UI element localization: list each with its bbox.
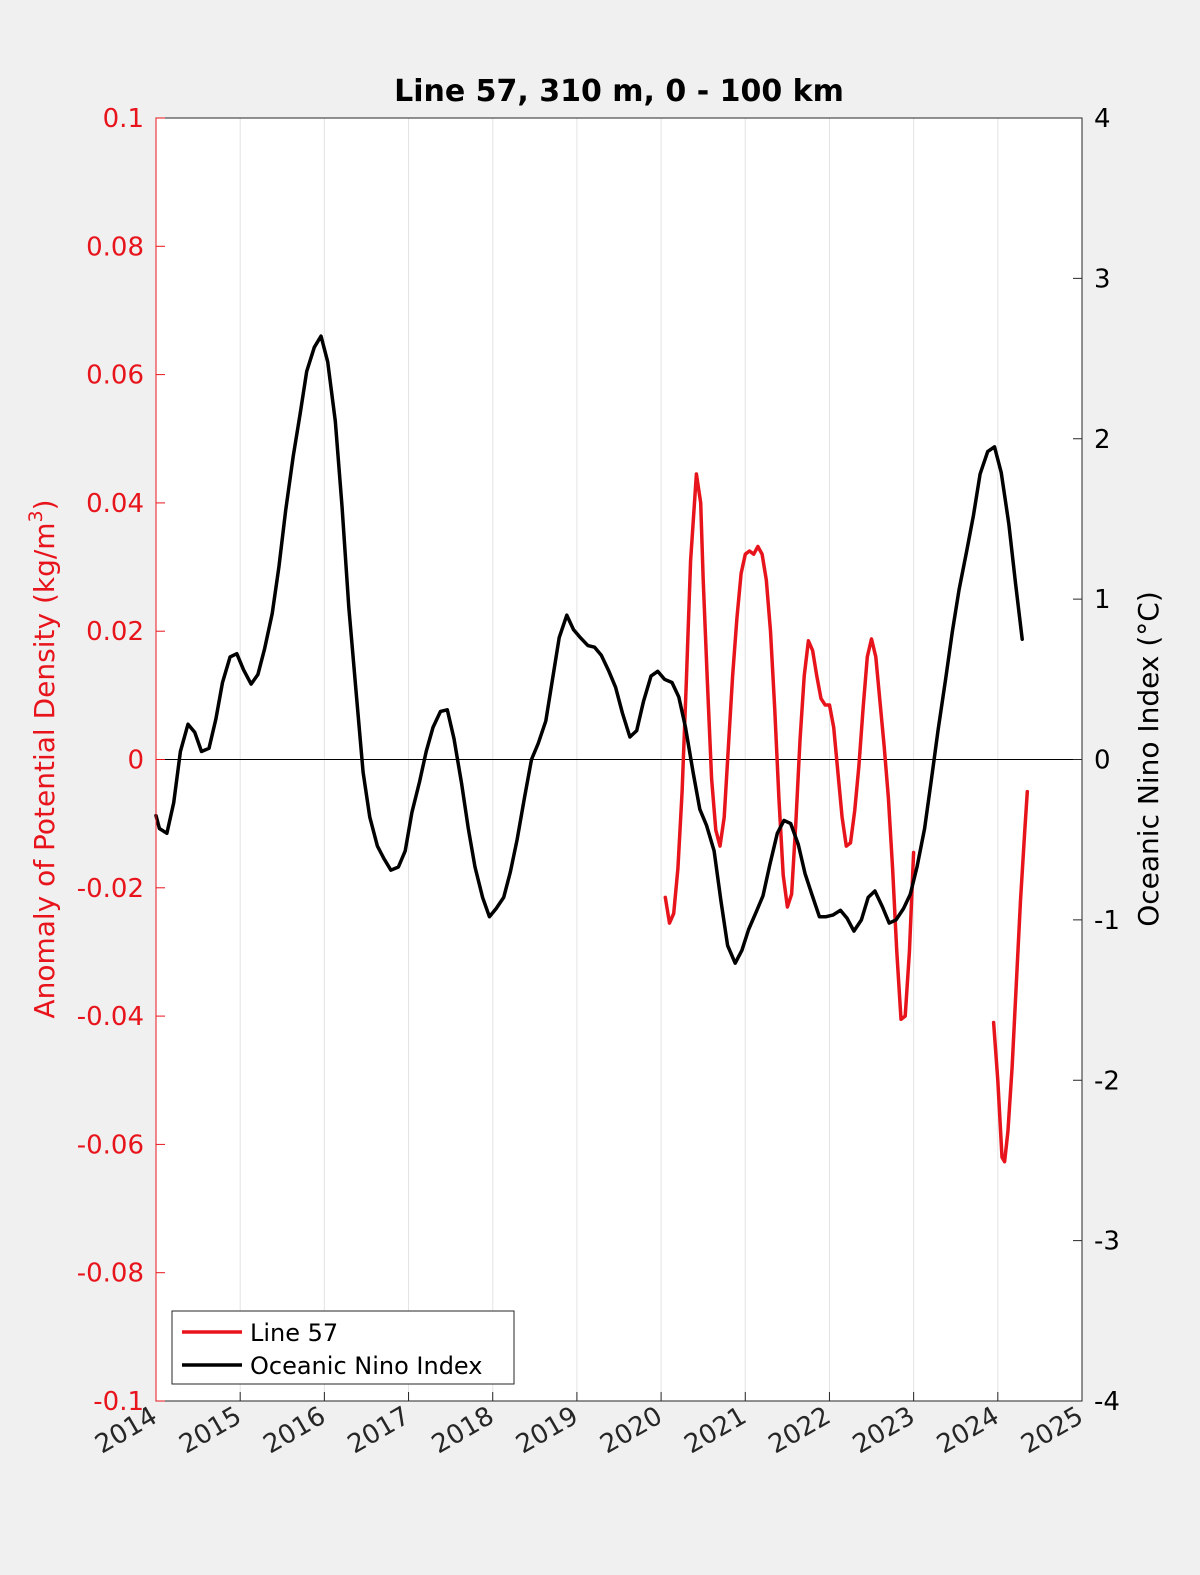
y-right-tick-label: -1	[1094, 906, 1120, 936]
legend-label-oni: Oceanic Nino Index	[250, 1352, 482, 1380]
y-left-tick-label: 0.02	[86, 617, 144, 647]
y-left-label-close: )	[28, 499, 61, 510]
y-right-label: Oceanic Nino Index (°C)	[1132, 591, 1165, 927]
legend-label-line57: Line 57	[250, 1319, 338, 1347]
chart-title: Line 57, 310 m, 0 - 100 km	[394, 74, 844, 109]
legend: Line 57 Oceanic Nino Index	[171, 1310, 515, 1385]
y-right-tick-label: -2	[1094, 1066, 1120, 1096]
legend-box	[171, 1310, 515, 1385]
y-left-tick-label: 0.1	[103, 104, 144, 134]
y-left-label-main: Anomaly of Potential Density (kg/m	[28, 522, 61, 1018]
series-group	[154, 334, 1030, 1164]
y-left-label: Anomaly of Potential Density (kg/m3)	[25, 499, 61, 1018]
y-left-tick-label: 0.04	[86, 489, 144, 519]
y-right-tick-label: -3	[1094, 1227, 1120, 1257]
y-left-tick-label: 0	[127, 746, 144, 776]
series-line57-segment-1	[991, 789, 1030, 1164]
y-right-tick-label: 1	[1094, 585, 1111, 615]
y-left-tick-label: -0.04	[77, 1002, 144, 1032]
series-oni-segment-0	[154, 334, 1024, 965]
y-right-tick-label: -4	[1094, 1387, 1120, 1417]
y-left-tick-label: -0.1	[93, 1387, 144, 1417]
series-line57-segment-0	[663, 472, 916, 1022]
y-left-tick-label: 0.08	[86, 232, 144, 262]
y-right-tick-label: 4	[1094, 104, 1111, 134]
y-right-tick-label: 0	[1094, 746, 1111, 776]
y-right-tick-label: 3	[1094, 264, 1111, 294]
y-left-tick-label: -0.06	[77, 1130, 144, 1160]
y-left-label-superscript: 3	[25, 510, 47, 522]
y-left-tick-label: -0.08	[77, 1259, 144, 1289]
y-left-tick-label: -0.02	[77, 874, 144, 904]
y-right-tick-label: 2	[1094, 425, 1111, 455]
y-left-tick-label: 0.06	[86, 361, 144, 391]
